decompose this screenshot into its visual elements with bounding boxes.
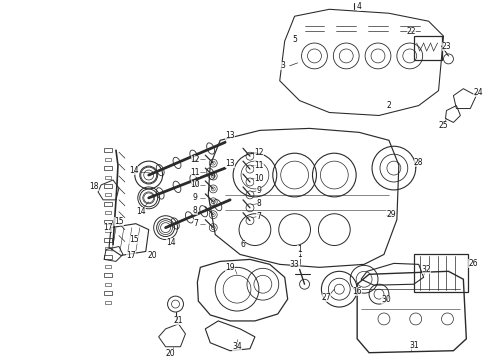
Bar	[104, 238, 112, 242]
Text: 14: 14	[136, 207, 146, 216]
Bar	[105, 176, 111, 179]
Bar	[104, 256, 112, 260]
Text: 20: 20	[148, 251, 157, 260]
Text: 7: 7	[256, 212, 261, 221]
Text: 13: 13	[225, 131, 235, 140]
Text: 30: 30	[381, 294, 391, 303]
Text: 12: 12	[191, 155, 200, 164]
Bar	[104, 148, 112, 152]
Text: 4: 4	[357, 2, 362, 11]
Bar	[104, 184, 112, 188]
Text: 11: 11	[191, 167, 200, 176]
Text: 32: 32	[422, 265, 432, 274]
Text: 23: 23	[441, 41, 451, 50]
Text: 20: 20	[166, 349, 175, 358]
Text: 18: 18	[89, 183, 99, 192]
Text: 34: 34	[232, 342, 242, 351]
Bar	[104, 202, 112, 206]
Text: 16: 16	[352, 287, 362, 296]
Text: 8: 8	[193, 206, 198, 215]
Bar	[105, 301, 111, 303]
Text: 22: 22	[407, 27, 416, 36]
Text: 10: 10	[191, 180, 200, 189]
Text: 3: 3	[280, 61, 285, 70]
Text: 21: 21	[174, 316, 183, 325]
Bar	[104, 220, 112, 224]
Bar	[105, 211, 111, 214]
Text: 13: 13	[225, 159, 235, 168]
Bar	[414, 36, 441, 60]
Text: 27: 27	[321, 293, 331, 302]
Text: 33: 33	[290, 260, 299, 269]
Text: 17: 17	[103, 223, 113, 232]
Bar	[104, 291, 112, 295]
Text: 25: 25	[439, 121, 448, 130]
Text: 28: 28	[414, 158, 423, 167]
Bar	[104, 273, 112, 277]
Text: 14: 14	[129, 166, 139, 175]
Text: 11: 11	[254, 161, 264, 170]
Text: 17: 17	[126, 251, 136, 260]
Bar	[414, 255, 468, 292]
Text: 15: 15	[114, 217, 124, 226]
Bar	[105, 247, 111, 250]
Bar	[105, 229, 111, 232]
Text: 8: 8	[257, 199, 261, 208]
Text: 31: 31	[409, 341, 418, 350]
Text: 14: 14	[166, 238, 175, 247]
Text: 2: 2	[387, 101, 392, 110]
Text: 1: 1	[297, 245, 302, 254]
Text: 15: 15	[129, 235, 139, 244]
Text: 10: 10	[254, 174, 264, 183]
Text: 24: 24	[473, 88, 483, 97]
Text: 29: 29	[386, 210, 396, 219]
Text: 26: 26	[468, 259, 478, 268]
Text: 6: 6	[241, 240, 245, 249]
Text: 19: 19	[225, 263, 235, 272]
Bar	[105, 265, 111, 268]
Text: 1: 1	[297, 250, 302, 259]
Text: 7: 7	[193, 219, 198, 228]
Bar	[104, 166, 112, 170]
Text: 9: 9	[193, 193, 198, 202]
Text: 12: 12	[254, 148, 264, 157]
Bar	[105, 158, 111, 161]
Text: 9: 9	[256, 186, 261, 195]
Bar	[105, 193, 111, 196]
Text: 5: 5	[292, 35, 297, 44]
Bar	[105, 283, 111, 286]
